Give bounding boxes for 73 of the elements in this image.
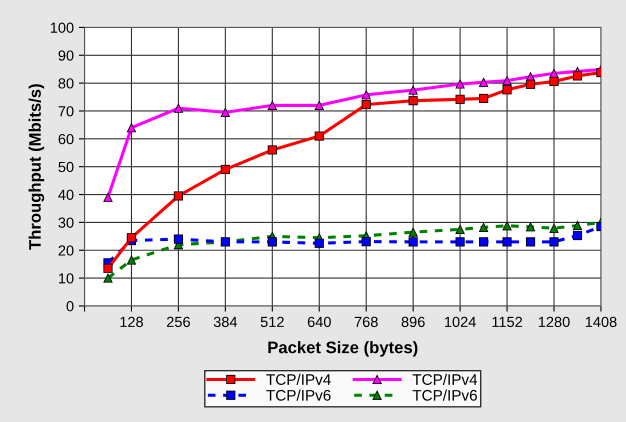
point [362,237,371,246]
point [549,237,559,246]
point [103,274,113,283]
point [502,85,512,94]
x-tick-label: 896 [402,316,425,328]
point [174,234,183,244]
y-tick-label: 80 [58,78,74,89]
point [549,224,559,233]
point [314,131,324,141]
y-tick-label: 50 [58,162,74,172]
point [502,76,512,86]
point [479,78,488,87]
x-tick-label: 384 [214,316,238,328]
legend-label: TCP/IPv6 [412,390,477,401]
legend-label: TCP/IPv4 [266,374,331,385]
point [526,80,536,89]
y-tick-label: 60 [58,134,74,144]
point [479,237,488,246]
y-tick-label: 30 [58,217,74,228]
point [103,264,113,273]
y-axis-title: Throughput (Mbits/s) [28,84,44,250]
legend-label: TCP/IPv6 [266,390,331,401]
point [456,94,465,104]
point [126,255,136,265]
x-tick-label: 128 [120,316,143,328]
point [103,192,113,202]
y-tick-label: 40 [58,190,74,200]
point [526,222,536,232]
point [174,104,183,113]
point [572,230,582,240]
x-tick-label: 1408 [586,316,617,328]
point [479,222,488,232]
point [174,191,183,201]
point [220,164,230,174]
point [408,237,418,246]
legend-label: TCP/IPv4 [412,374,478,385]
point [408,96,418,106]
point [456,237,465,246]
point [268,237,277,246]
y-tick-label: 100 [50,22,74,33]
x-tick-label: 768 [354,316,378,328]
point [502,221,512,230]
point [220,108,230,117]
y-tick-label: 0 [66,301,74,312]
point [479,94,488,104]
y-tick-label: 90 [58,50,74,61]
x-tick-label: 512 [260,316,284,328]
point [314,100,324,110]
y-tick-label: 70 [58,106,74,116]
point [362,100,371,110]
y-tick-label: 20 [58,245,74,256]
point [456,224,465,234]
x-axis-title: Packet Size (bytes) [268,341,418,357]
point [572,220,582,230]
point [502,237,512,246]
point [456,79,465,89]
point [408,86,418,95]
x-tick-label: 1024 [445,316,476,328]
point [526,237,536,246]
x-tick-label: 1152 [492,316,522,328]
point [572,71,582,80]
point [314,238,324,248]
x-tick-label: 640 [308,316,331,328]
point [268,100,277,110]
point [549,76,559,86]
point [126,123,136,132]
x-tick-label: 1280 [538,316,570,328]
point [362,90,371,100]
point [268,145,277,155]
x-tick-label: 256 [166,316,190,328]
point [408,228,418,237]
point [126,233,136,242]
y-tick-label: 10 [58,273,74,284]
